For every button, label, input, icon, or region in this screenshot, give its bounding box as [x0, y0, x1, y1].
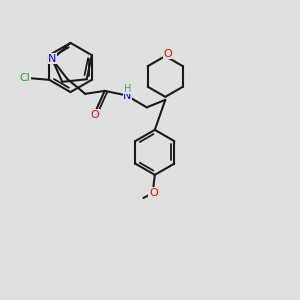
Text: N: N: [48, 54, 57, 64]
Text: N: N: [123, 91, 132, 101]
Text: O: O: [149, 188, 158, 198]
Text: O: O: [90, 110, 99, 120]
Text: Cl: Cl: [19, 73, 30, 83]
Text: H: H: [124, 84, 131, 94]
Text: O: O: [163, 49, 172, 59]
